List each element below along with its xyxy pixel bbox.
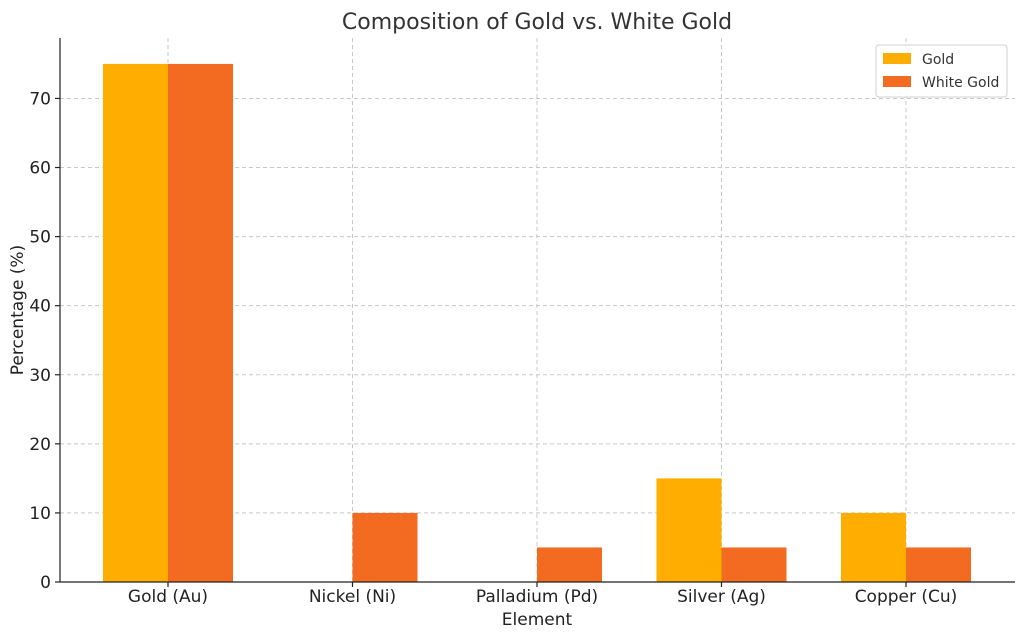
y-tick-label: 40 <box>29 297 51 317</box>
bar-white-gold-1 <box>352 512 418 582</box>
x-ticks: Gold (Au) Nickel (Ni) Palladium (Pd) Silver… <box>128 582 957 607</box>
legend-label: Gold <box>922 52 954 68</box>
bar-white-gold-3 <box>721 547 787 582</box>
bar-white-gold-4 <box>906 547 971 582</box>
y-tick-label: 20 <box>29 435 51 455</box>
chart-title: Composition of Gold vs. White Gold <box>342 10 732 35</box>
y-tick-label: 10 <box>29 504 51 524</box>
x-tick-label: Palladium (Pd) <box>476 587 598 607</box>
x-tick-label: Nickel (Ni) <box>309 587 396 607</box>
x-axis-label: Element <box>502 610 573 630</box>
y-tick-label: 50 <box>29 228 51 248</box>
y-tick-label: 60 <box>29 159 51 179</box>
legend-label: White Gold <box>922 75 999 91</box>
x-tick-label: Gold (Au) <box>128 587 208 607</box>
y-axis-label: Percentage (%) <box>8 245 28 375</box>
y-tick-label: 0 <box>40 573 51 593</box>
legend: Gold White Gold <box>875 44 1008 98</box>
legend-swatch <box>883 53 911 64</box>
bar-gold-0 <box>103 63 168 582</box>
x-tick-label: Copper (Cu) <box>855 587 958 607</box>
y-tick-label: 30 <box>29 366 51 386</box>
x-tick-label: Silver (Ag) <box>677 587 766 607</box>
y-tick-label: 70 <box>29 89 51 109</box>
bar-white-gold-0 <box>168 63 233 582</box>
bar-white-gold-2 <box>537 547 602 582</box>
y-ticks: 0 10 20 30 40 50 60 70 <box>29 89 60 593</box>
grid <box>60 38 1015 582</box>
legend-swatch <box>883 76 911 87</box>
bar-gold-4 <box>841 512 906 582</box>
bars <box>103 63 971 582</box>
bar-gold-3 <box>656 478 722 582</box>
